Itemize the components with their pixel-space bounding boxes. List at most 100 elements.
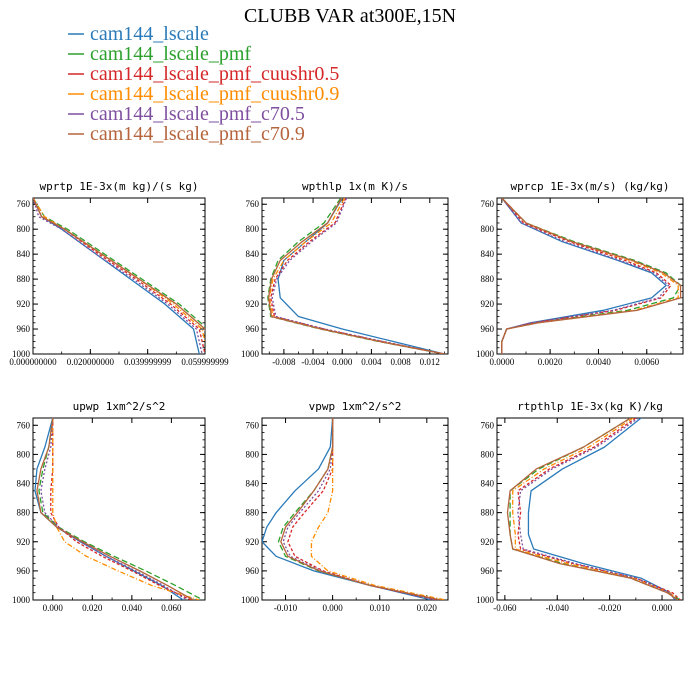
series-line-4 — [282, 418, 437, 600]
series-line-5 — [506, 418, 679, 600]
series-line-1 — [267, 198, 445, 354]
chart-title: CLUBB VAR at300E,15N — [244, 5, 456, 27]
plot-frame — [32, 197, 206, 355]
y-tick-label: 760 — [246, 199, 260, 209]
series-line-3 — [268, 198, 445, 354]
x-tick-label: -0.008 — [272, 357, 296, 367]
y-tick-label: 800 — [17, 449, 31, 459]
y-tick-label: 840 — [246, 249, 260, 259]
x-tick-label: 0.0000 — [489, 357, 514, 367]
x-tick-label: 0.0020 — [538, 357, 563, 367]
legend-entry: cam144_lscale_pmf_cuushr0.5 — [68, 63, 339, 85]
legend-entry: cam144_lscale_pmf_cuushr0.9 — [68, 83, 339, 105]
panel: vpwp 1xm^2/s^2 760 800 840 880 920 960 1000 -0.0… — [241, 400, 449, 613]
plot-frame — [32, 417, 206, 601]
y-tick-label: 800 — [17, 224, 31, 234]
y-tick-label: 880 — [481, 274, 495, 284]
legend-label: cam144_lscale_pmf_c70.9 — [90, 123, 305, 145]
x-tick-label: 0.0060 — [634, 357, 659, 367]
x-tick-label: 0.000 — [43, 603, 64, 613]
y-tick-label: 960 — [246, 566, 260, 576]
x-tick-label: 0.000 — [323, 603, 344, 613]
y-tick-label: 1000 — [12, 595, 31, 605]
x-tick-label: 0.000000000 — [9, 357, 57, 367]
y-tick-label: 920 — [17, 299, 31, 309]
panels: wprtp 1E-3x(m kg)/(s kg) 760 800 840 880 920 9… — [9, 180, 684, 613]
series-line-0 — [501, 198, 667, 354]
panel: upwp 1xm^2/s^2 760 800 840 880 920 960 1000 0.00… — [12, 400, 206, 613]
y-tick-label: 920 — [481, 537, 495, 547]
y-tick-label: 960 — [17, 324, 31, 334]
x-tick-label: 0.059999999 — [181, 357, 229, 367]
x-tick-label: 0.020 — [417, 603, 438, 613]
x-tick-label: 0.012 — [420, 357, 440, 367]
y-tick-label: 840 — [481, 249, 495, 259]
series-line-5 — [33, 198, 205, 332]
x-tick-label: 0.000 — [332, 357, 353, 367]
legend-entry: cam144_lscale — [68, 23, 209, 45]
series-line-1 — [501, 198, 682, 354]
x-tick-label: -0.010 — [274, 603, 298, 613]
plot-frame — [261, 197, 449, 355]
y-tick-label: 960 — [481, 566, 495, 576]
series-line-3 — [501, 198, 679, 354]
y-tick-label: 840 — [481, 479, 495, 489]
panel-title: wpthlp 1x(m K)/s — [302, 180, 408, 193]
y-tick-label: 1000 — [476, 595, 495, 605]
series-line-0 — [34, 418, 184, 600]
y-tick-label: 760 — [481, 199, 495, 209]
series-line-5 — [36, 418, 194, 600]
x-tick-label: 0.010 — [370, 603, 391, 613]
x-tick-label: 0.039999999 — [124, 357, 172, 367]
series-line-5 — [501, 198, 682, 354]
legend-entry: cam144_lscale_pmf — [68, 43, 251, 65]
series-line-4 — [501, 198, 670, 354]
series-line-2 — [287, 418, 437, 600]
series-line-4 — [271, 198, 445, 354]
legend-entry: cam144_lscale_pmf_c70.5 — [68, 103, 305, 125]
plot-frame — [261, 417, 449, 601]
x-tick-label: 0.008 — [390, 357, 411, 367]
legend-label: cam144_lscale — [90, 23, 209, 45]
x-tick-label: 0.004 — [361, 357, 382, 367]
y-tick-label: 760 — [17, 199, 31, 209]
panel-title: vpwp 1xm^2/s^2 — [309, 400, 402, 413]
y-tick-label: 840 — [17, 479, 31, 489]
x-tick-label: 0.020000000 — [67, 357, 115, 367]
series-line-2 — [517, 418, 681, 600]
panel-title: wprcp 1E-3x(m/s) (kg/kg) — [511, 180, 670, 193]
series-line-2 — [270, 198, 445, 354]
series-line-0 — [262, 418, 432, 600]
y-tick-label: 880 — [246, 274, 260, 284]
y-tick-label: 880 — [17, 274, 31, 284]
y-tick-label: 1000 — [12, 349, 31, 359]
series-line-3 — [310, 418, 446, 600]
x-tick-label: 0.040 — [122, 603, 143, 613]
y-tick-label: 800 — [481, 224, 495, 234]
y-tick-label: 920 — [246, 537, 260, 547]
x-tick-label: -0.004 — [301, 357, 325, 367]
x-tick-label: -0.040 — [546, 603, 570, 613]
x-tick-label: 0.0040 — [586, 357, 611, 367]
panel: wprtp 1E-3x(m kg)/(s kg) 760 800 840 880 920 9… — [9, 180, 229, 367]
series-line-5 — [280, 418, 442, 600]
y-tick-label: 760 — [246, 420, 260, 430]
series-line-2 — [33, 198, 205, 354]
series-line-1 — [33, 198, 205, 328]
panel: rtpthlp 1E-3x(kg K)/kg 760 800 840 880 920 960… — [476, 400, 684, 613]
series-line-1 — [277, 418, 442, 600]
y-tick-label: 1000 — [241, 595, 260, 605]
series-line-0 — [33, 198, 200, 354]
plot-frame — [496, 197, 684, 355]
y-tick-label: 1000 — [476, 349, 495, 359]
x-tick-label: -0.060 — [493, 603, 517, 613]
y-tick-label: 880 — [481, 508, 495, 518]
y-tick-label: 960 — [246, 324, 260, 334]
y-tick-label: 880 — [246, 508, 260, 518]
x-tick-label: 0.020 — [82, 603, 103, 613]
y-tick-label: 920 — [17, 537, 31, 547]
series-line-4 — [517, 418, 676, 600]
y-tick-label: 760 — [481, 420, 495, 430]
series-line-3 — [33, 198, 205, 345]
